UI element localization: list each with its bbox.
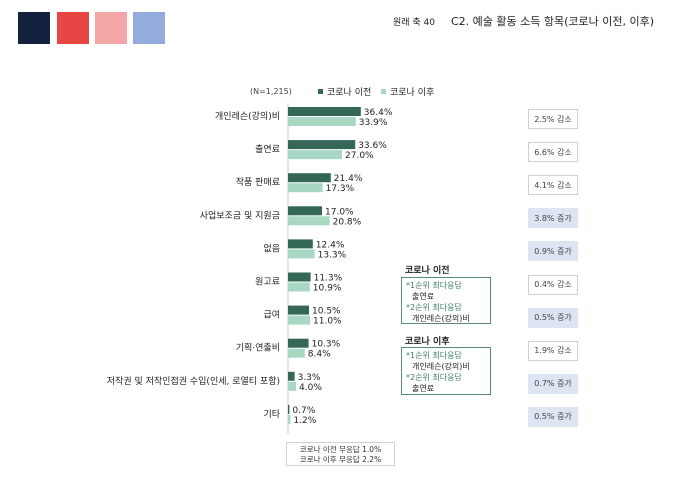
data-label-before: 21.4%: [334, 174, 363, 184]
bar-before: [288, 305, 309, 315]
change-badge: 0.5% 증가: [528, 307, 578, 328]
color-swatch-red: [57, 12, 89, 44]
change-badge: 0.9% 증가: [528, 241, 578, 262]
bar-after: [288, 183, 323, 193]
no-response-after: 코로나 이후 무응답 2.2%: [299, 455, 382, 464]
legend-after-swatch: [381, 89, 386, 94]
data-label-after: 10.9%: [313, 284, 342, 294]
data-label-after: 20.8%: [333, 217, 362, 227]
legend-after-label: 코로나 이후: [390, 88, 435, 98]
annotation-after-second-value: 출연료: [412, 384, 435, 393]
annotation-after-box: *1순위 최다응답 개인레슨(강의)비 *2순위 최다응답 출연료: [401, 347, 491, 395]
category-label: 원고료: [255, 277, 280, 288]
bar-before: [288, 206, 322, 216]
change-badge: 2.5% 감소: [528, 109, 578, 129]
sample-size-label: (N=1,215): [250, 87, 292, 96]
data-label-after: 4.0%: [299, 383, 322, 393]
bar-after: [288, 249, 315, 259]
color-swatch-pink: [95, 12, 127, 44]
data-label-after: 27.0%: [345, 151, 374, 161]
category-label: 없음: [263, 243, 280, 254]
legend-before-swatch: [318, 89, 323, 94]
color-swatch-blue: [133, 12, 165, 44]
data-label-after: 1.2%: [293, 416, 316, 426]
bar-before: [288, 239, 313, 249]
bar-before: [288, 338, 309, 348]
annotation-before-title: 코로나 이전: [405, 266, 450, 276]
category-label: 저작권 및 저작인접권 수입(인세, 로열티 포함): [107, 375, 280, 387]
category-label: 출연료: [255, 144, 280, 155]
bar-after: [288, 150, 342, 160]
bar-before: [288, 404, 290, 414]
source-label: 원래 축 40: [393, 18, 436, 28]
category-label: 개인레슨(강의)비: [215, 111, 280, 122]
category-label: 기타: [263, 409, 280, 420]
data-label-before: 11.3%: [314, 274, 343, 284]
annotation-before-first-value: 출연료: [412, 292, 435, 301]
bar-before: [288, 173, 331, 183]
annotation-before-box: *1순위 최다응답 출연료 *2순위 최다응답 개인레슨(강의)비: [401, 277, 491, 324]
annotation-after-second-key: *2순위 최다응답: [406, 373, 462, 382]
annotation-before-first-key: *1순위 최다응답: [406, 281, 462, 290]
data-label-before: 10.5%: [312, 307, 341, 317]
bar-after: [288, 381, 296, 391]
color-swatch-navy: [18, 12, 50, 44]
no-response-before: 코로나 이전 무응답 1.0%: [299, 445, 382, 454]
annotation-after-first-key: *1순위 최다응답: [406, 351, 462, 360]
annotation-before-second-value: 개인레슨(강의)비: [412, 314, 470, 323]
data-label-after: 8.4%: [308, 350, 331, 360]
data-label-after: 17.3%: [326, 184, 355, 194]
bar-after: [288, 216, 330, 226]
change-badge: 6.6% 감소: [528, 142, 578, 163]
change-badge: 0.4% 감소: [528, 274, 578, 295]
change-badge: 3.8% 증가: [528, 208, 578, 229]
bar-before: [288, 371, 295, 381]
annotation-before-second-key: *2순위 최다응답: [406, 303, 462, 312]
change-badge: 0.7% 증가: [528, 373, 578, 394]
data-label-before: 12.4%: [316, 240, 345, 250]
bar-before: [288, 107, 361, 116]
data-label-before: 10.3%: [312, 340, 341, 350]
bar-after: [288, 117, 356, 126]
data-label-before: 3.3%: [298, 373, 321, 383]
legend-after: 코로나 이후: [381, 85, 434, 98]
page-title: C2. 예술 활동 소득 항목(코로나 이전, 이후): [451, 15, 655, 28]
change-badge: 4.1% 감소: [528, 175, 578, 196]
data-label-before: 33.6%: [358, 141, 387, 151]
data-label-after: 13.3%: [318, 250, 347, 260]
change-badge: 1.9% 감소: [528, 340, 578, 361]
bar-after: [288, 414, 291, 424]
data-label-before: 17.0%: [325, 207, 354, 217]
legend-before: 코로나 이전: [318, 85, 371, 98]
annotation-after-title: 코로나 이후: [405, 337, 450, 347]
annotation-after-first-value: 개인레슨(강의)비: [412, 362, 470, 371]
no-response-note: 코로나 이전 무응답 1.0% 코로나 이후 무응답 2.2%: [286, 442, 395, 466]
category-label: 작품 판매료: [236, 177, 280, 188]
category-label: 기획·연출비: [236, 342, 280, 354]
category-label: 급여: [263, 309, 280, 321]
change-badge: 0.5% 증가: [528, 406, 578, 427]
data-label-before: 0.7%: [292, 406, 315, 416]
bar-before: [288, 272, 311, 282]
bar-after: [288, 348, 305, 358]
data-label-after: 33.9%: [359, 118, 388, 128]
data-label-after: 11.0%: [313, 317, 342, 327]
bar-before: [288, 140, 356, 150]
data-label-before: 36.4%: [364, 108, 393, 118]
bar-after: [288, 315, 310, 325]
category-label: 사업보조금 및 지원금: [200, 209, 280, 221]
legend-before-label: 코로나 이전: [327, 88, 372, 98]
bar-after: [288, 282, 310, 292]
